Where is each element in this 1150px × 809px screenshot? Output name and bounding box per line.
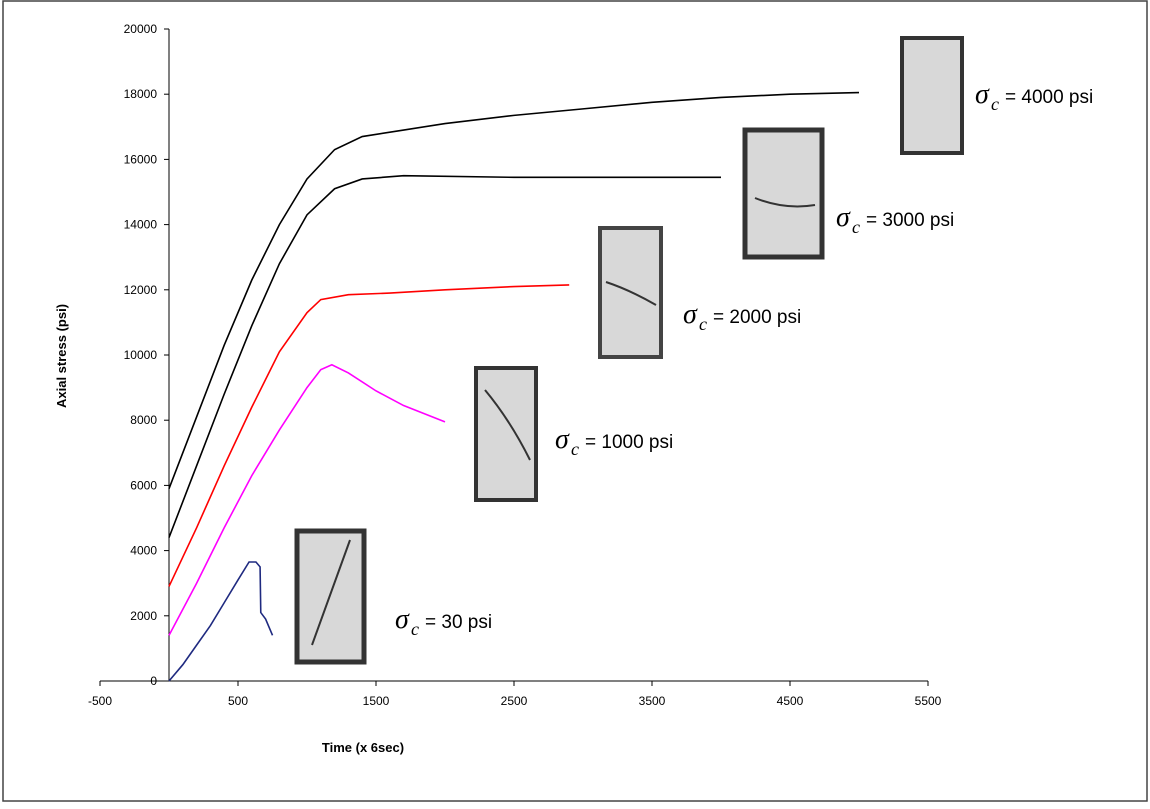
label-symbol: σ <box>975 79 990 110</box>
label-subscript: c <box>571 439 579 459</box>
x-tick-label: 500 <box>228 694 248 708</box>
label-symbol: σ <box>395 604 410 635</box>
y-tick-label: 20000 <box>124 22 158 36</box>
specimen-photo <box>900 36 964 155</box>
series-label: = 3000 psi <box>866 210 954 231</box>
x-axis-title: Time (x 6sec) <box>322 740 404 755</box>
specimen-photo <box>742 127 825 260</box>
label-symbol: σ <box>836 202 851 233</box>
series-label: = 1000 psi <box>585 432 673 453</box>
series-label: = 2000 psi <box>713 307 801 328</box>
series-line <box>168 284 570 587</box>
specimen-photo <box>474 366 538 502</box>
crack <box>605 281 657 306</box>
y-tick-label: 4000 <box>130 544 157 558</box>
y-tick-label: 14000 <box>124 218 158 232</box>
crack <box>484 389 531 461</box>
y-tick-label: 16000 <box>124 152 158 166</box>
label-symbol: σ <box>683 299 698 330</box>
x-tick-label: 4500 <box>777 694 804 708</box>
y-tick-label: 10000 <box>124 348 158 362</box>
x-tick-label: 2500 <box>501 694 528 708</box>
x-tick-label: 3500 <box>639 694 666 708</box>
crack <box>311 539 351 646</box>
series-line <box>168 174 721 538</box>
series-label: = 4000 psi <box>1005 87 1093 108</box>
label-subscript: c <box>852 217 860 237</box>
label-subscript: c <box>411 619 419 639</box>
y-tick-label: 12000 <box>124 283 158 297</box>
y-tick-label: 6000 <box>130 478 157 492</box>
crack <box>754 197 816 208</box>
label-subscript: c <box>991 94 999 114</box>
label-symbol: σ <box>555 424 570 455</box>
series-label: = 30 psi <box>425 612 492 633</box>
y-tick-label: 2000 <box>130 609 157 623</box>
y-tick-label: 18000 <box>124 87 158 101</box>
x-tick-label: 5500 <box>915 694 942 708</box>
x-tick-label: 1500 <box>363 694 390 708</box>
y-tick-label: 0 <box>150 674 157 688</box>
specimen-photos <box>294 36 964 665</box>
series-line <box>168 561 274 682</box>
y-tick-label: 8000 <box>130 413 157 427</box>
label-subscript: c <box>699 314 707 334</box>
x-tick-label: -500 <box>88 694 112 708</box>
series-line <box>168 363 446 636</box>
series-line <box>168 91 860 489</box>
y-axis-title: Axial stress (psi) <box>54 304 69 408</box>
